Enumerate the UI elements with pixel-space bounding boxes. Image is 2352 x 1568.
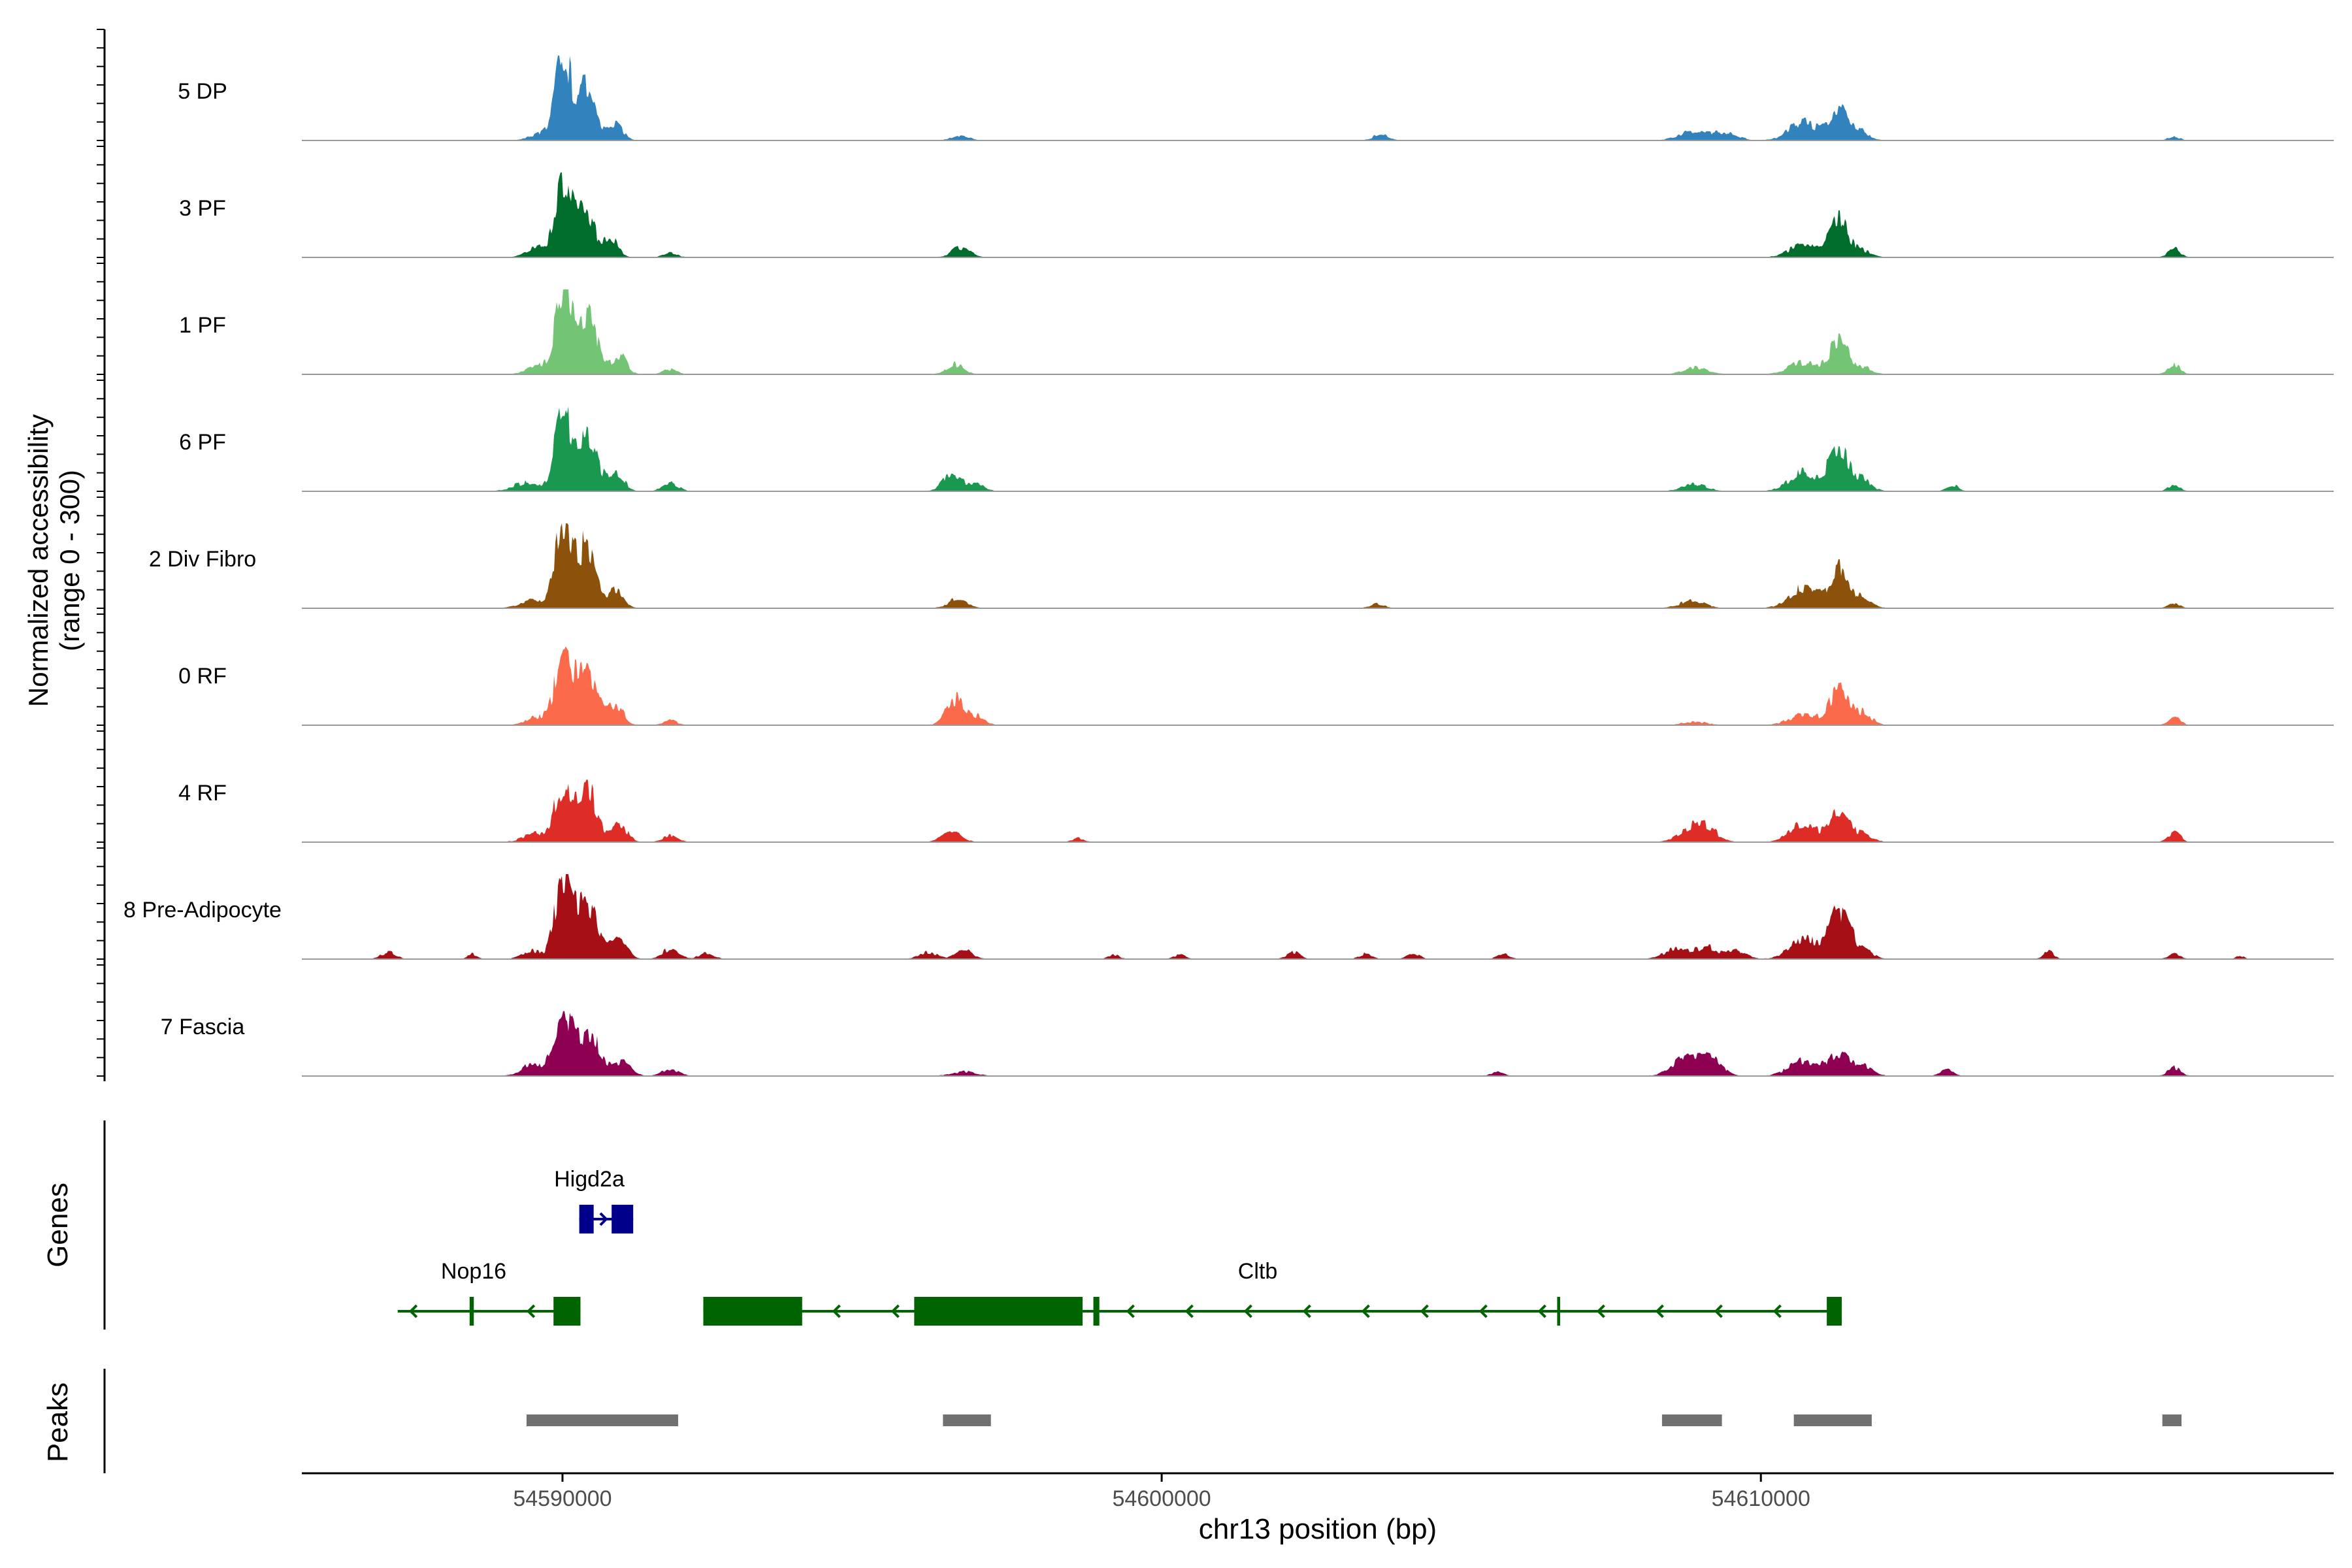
- track-label: 4 RF: [178, 781, 227, 806]
- peak-region: [1793, 1414, 1872, 1426]
- strand-arrow: [1302, 1304, 1311, 1318]
- gene-label: Cltb: [1238, 1259, 1277, 1284]
- coverage-area: [302, 289, 2334, 374]
- track-4-rf: 4 RF: [178, 779, 2334, 843]
- gene-higd2a: Higd2a: [554, 1167, 634, 1233]
- track-8-pre-adipocyte: 8 Pre-Adipocyte: [123, 874, 2334, 960]
- coverage-tracks: 5 DP 3 PF 1 PF 6 PF 2 Div Fibro 0 RF 4 RF 8 Pre…: [123, 56, 2334, 1077]
- y-axis-label-line2: (range 0 - 300): [54, 470, 85, 651]
- strand-arrow: [1478, 1304, 1488, 1318]
- gene-label: Higd2a: [554, 1167, 625, 1192]
- track-0-rf: 0 RF: [178, 646, 2334, 726]
- peak-region: [1661, 1414, 1722, 1426]
- strand-arrow: [1772, 1304, 1782, 1318]
- peak-region: [526, 1414, 678, 1426]
- track-label: 5 DP: [178, 79, 227, 104]
- x-tick-label: 54600000: [1112, 1486, 1211, 1511]
- peak-region: [2162, 1414, 2182, 1426]
- strand-arrow: [832, 1304, 841, 1318]
- strand-arrow: [408, 1304, 418, 1318]
- strand-arrow: [1537, 1304, 1546, 1318]
- x-tick-label: 54590000: [513, 1486, 612, 1511]
- coverage-area: [302, 172, 2334, 257]
- strand-arrow: [526, 1304, 536, 1318]
- strand-arrow: [1655, 1304, 1664, 1318]
- strand-arrow: [1714, 1304, 1723, 1318]
- coverage-area: [302, 779, 2334, 842]
- coverage-area: [302, 406, 2334, 491]
- gene-exon: [914, 1297, 1083, 1326]
- gene-label: Nop16: [441, 1259, 506, 1284]
- coverage-area: [302, 874, 2334, 959]
- y-axis-label-line1: Normalized accessibility: [23, 414, 54, 707]
- track-7-fascia: 7 Fascia: [161, 1011, 2334, 1077]
- peaks-track-label: Peaks: [42, 1382, 74, 1462]
- strand-arrow: [599, 1212, 608, 1226]
- y-axis: [97, 29, 106, 1081]
- gene-exon: [553, 1297, 581, 1326]
- gene-cltb: Cltb: [703, 1259, 1842, 1326]
- peak-region: [943, 1414, 991, 1426]
- track-label: 2 Div Fibro: [149, 547, 256, 572]
- gene-exon: [1557, 1297, 1560, 1326]
- track-label: 7 Fascia: [161, 1015, 245, 1039]
- track-label: 0 RF: [178, 664, 227, 689]
- strand-arrow: [1420, 1304, 1429, 1318]
- genes-track-label: Genes: [42, 1183, 74, 1267]
- gene-exon: [579, 1205, 594, 1233]
- gene-exon: [703, 1297, 802, 1326]
- track-label: 3 PF: [179, 196, 226, 221]
- strand-arrow: [1596, 1304, 1605, 1318]
- peaks-track: [526, 1414, 2182, 1426]
- coverage-area: [302, 56, 2334, 140]
- x-tick-label: 54610000: [1712, 1486, 1810, 1511]
- x-axis-label: chr13 position (bp): [1199, 1513, 1437, 1545]
- track-2-div-fibro: 2 Div Fibro: [149, 523, 2334, 609]
- track-1-pf: 1 PF: [179, 289, 2334, 375]
- track-label: 6 PF: [179, 430, 226, 455]
- track-label: 8 Pre-Adipocyte: [123, 898, 282, 923]
- track-3-pf: 3 PF: [179, 172, 2334, 258]
- gene-exon: [1093, 1297, 1100, 1326]
- track-5-dp: 5 DP: [178, 56, 2334, 141]
- coverage-area: [302, 646, 2334, 725]
- strand-arrow: [1126, 1304, 1135, 1318]
- gene-annotation-track: Higd2a Nop16 Cltb: [397, 1167, 1842, 1326]
- gene-exon: [1827, 1297, 1842, 1326]
- gene-exon: [469, 1297, 474, 1326]
- strand-arrow: [1184, 1304, 1194, 1318]
- strand-arrow: [1243, 1304, 1252, 1318]
- coverage-area: [302, 523, 2334, 608]
- x-axis: 54590000 54600000 54610000: [302, 1472, 2334, 1511]
- gene-exon: [612, 1205, 634, 1233]
- strand-arrow: [1361, 1304, 1370, 1318]
- strand-arrow: [890, 1304, 900, 1318]
- track-label: 1 PF: [179, 313, 226, 338]
- coverage-area: [302, 1011, 2334, 1076]
- gene-nop16: Nop16: [397, 1259, 581, 1326]
- track-6-pf: 6 PF: [179, 406, 2334, 492]
